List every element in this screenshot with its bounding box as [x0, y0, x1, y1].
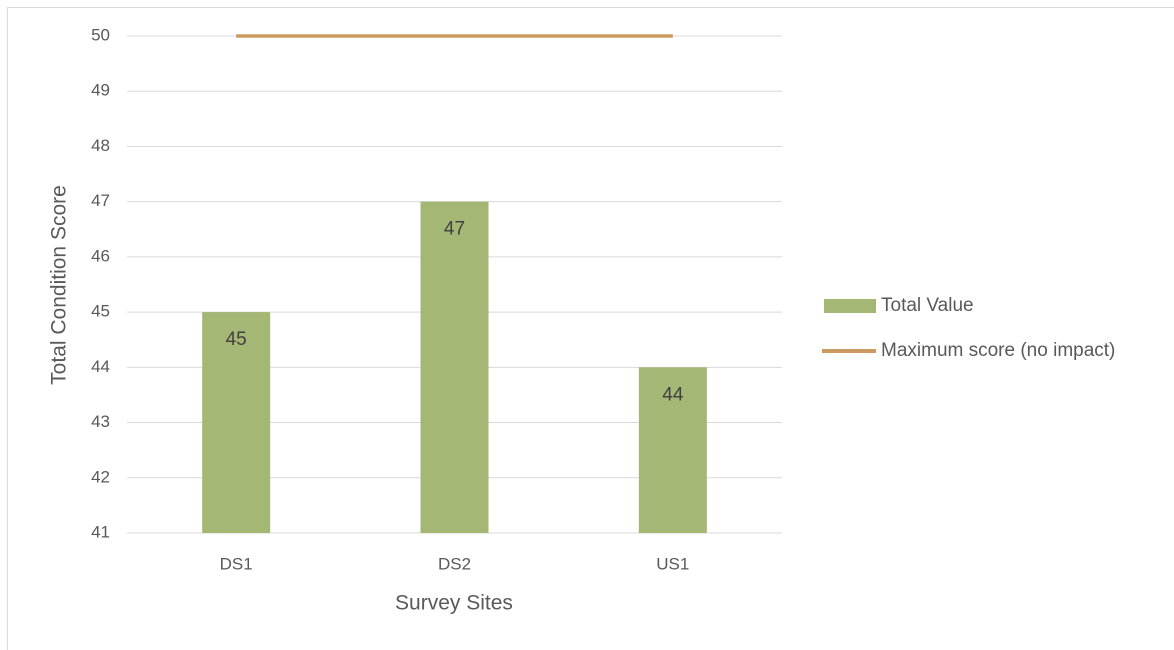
y-tick-label: 44 [91, 357, 110, 376]
x-tick-label: DS1 [220, 554, 253, 573]
y-axis-title: Total Condition Score [48, 185, 71, 385]
y-tick-label: 46 [91, 246, 110, 265]
chart-frame [7, 7, 1174, 650]
bar [420, 201, 489, 533]
legend-label: Maximum score (no impact) [881, 340, 1115, 361]
y-tick-label: 41 [91, 522, 110, 541]
x-tick-label: US1 [656, 554, 689, 573]
bar [638, 367, 707, 533]
y-tick-label: 42 [91, 467, 110, 486]
bar [202, 312, 271, 533]
y-tick-label: 47 [91, 191, 110, 210]
y-tick-label: 48 [91, 136, 110, 155]
data-label: 44 [662, 384, 684, 405]
y-tick-label: 50 [91, 25, 110, 44]
y-tick-label: 45 [91, 302, 110, 321]
y-tick-label: 49 [91, 81, 110, 100]
y-tick-label: 43 [91, 412, 110, 431]
data-label: 47 [444, 219, 465, 240]
x-axis-title: Survey Sites [395, 592, 513, 615]
legend-swatch [824, 299, 876, 313]
legend-label: Total Value [881, 295, 974, 316]
data-label: 45 [226, 329, 247, 350]
x-tick-label: DS2 [438, 554, 471, 573]
